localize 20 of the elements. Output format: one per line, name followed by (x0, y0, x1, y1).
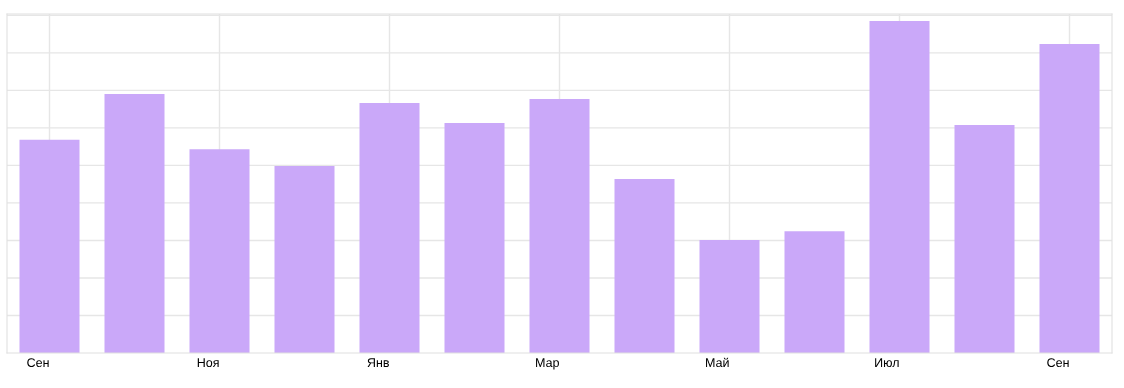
x-tick-label: Сен (27, 358, 49, 368)
x-tick-label: Янв (367, 358, 389, 367)
x-tick-label: Ноя (197, 358, 219, 368)
bar (784, 231, 845, 353)
bar (1039, 43, 1100, 353)
bar (19, 139, 80, 353)
x-tick-label: Мар (536, 358, 559, 370)
x-tick-label: Сен (1047, 358, 1069, 368)
bar (954, 124, 1015, 353)
bar (699, 240, 760, 353)
bar (614, 179, 675, 353)
bar (104, 94, 165, 353)
bar (359, 102, 420, 353)
x-tick-label: Июл (875, 358, 899, 368)
bar (189, 149, 250, 353)
x-tick-label: Май (706, 357, 729, 368)
bar (529, 99, 590, 353)
bar (274, 166, 335, 353)
bar (444, 122, 505, 353)
bar (869, 20, 930, 353)
